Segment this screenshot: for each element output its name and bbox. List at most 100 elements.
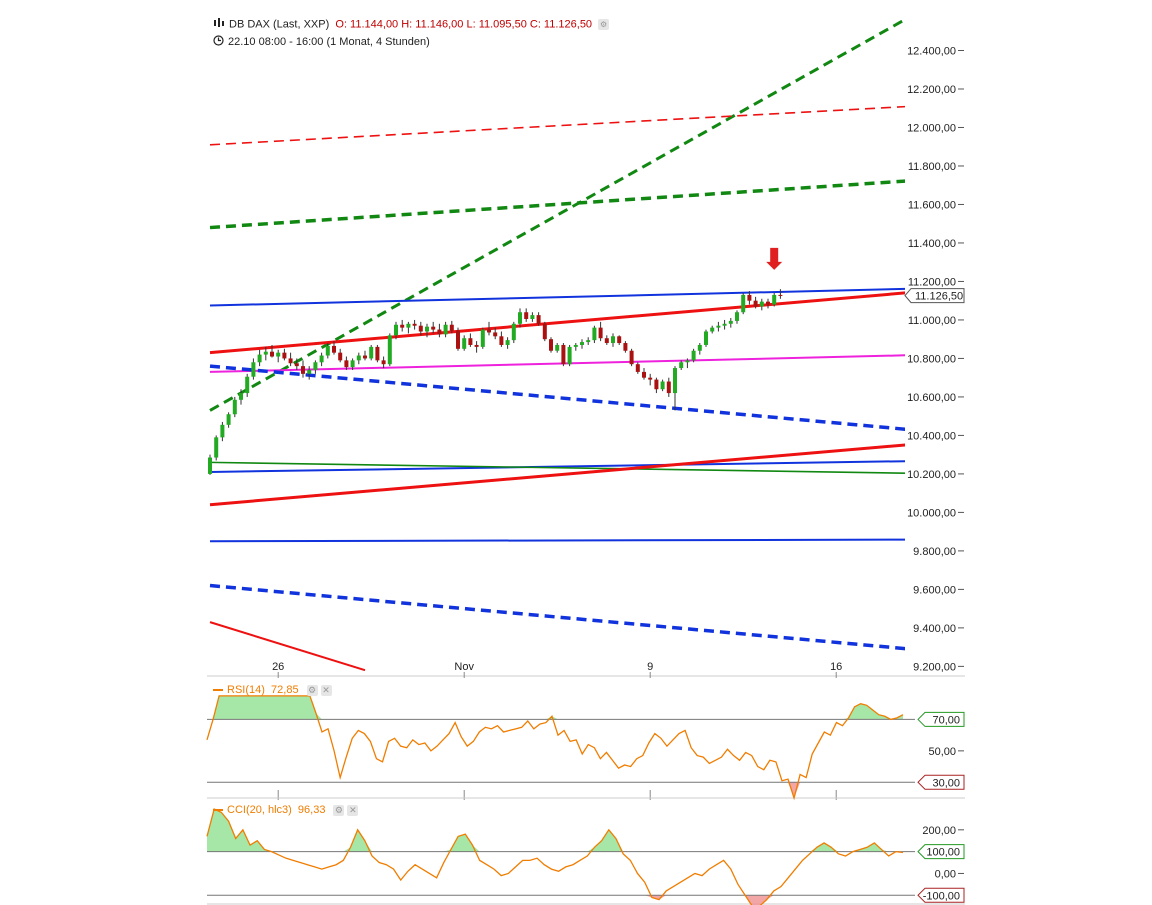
candle-body[interactable] xyxy=(722,323,727,326)
cci-line[interactable] xyxy=(206,808,904,905)
candle-body[interactable] xyxy=(338,352,343,361)
trend-line-8[interactable] xyxy=(209,459,1016,473)
candle-body[interactable] xyxy=(747,294,752,301)
settings-icon[interactable]: ⚙ xyxy=(333,804,345,816)
candle-body[interactable] xyxy=(480,329,485,347)
candle-body[interactable] xyxy=(623,343,628,351)
candle-body[interactable] xyxy=(462,338,467,349)
candle-body[interactable] xyxy=(648,377,653,380)
candle-body[interactable] xyxy=(369,346,374,359)
candle-body[interactable] xyxy=(691,350,696,361)
candle-body[interactable] xyxy=(313,362,318,370)
candle-body[interactable] xyxy=(654,379,659,390)
rsi-panel[interactable]: 70,00 50,00 30,00 xyxy=(206,695,965,801)
candle-body[interactable] xyxy=(617,336,622,344)
close-icon[interactable]: ✕ xyxy=(347,804,359,816)
candle-body[interactable] xyxy=(443,324,448,335)
candle-body[interactable] xyxy=(437,329,442,335)
candle-body[interactable] xyxy=(406,323,411,328)
trend-line-6[interactable] xyxy=(209,353,1016,373)
trend-line-4[interactable] xyxy=(209,286,1016,307)
candle-body[interactable] xyxy=(412,323,417,326)
candle-body[interactable] xyxy=(456,330,460,349)
candle-body[interactable] xyxy=(288,358,293,364)
candle-body[interactable] xyxy=(350,360,355,368)
candle-body[interactable] xyxy=(580,342,584,345)
candle-body[interactable] xyxy=(232,399,237,415)
candle-body[interactable] xyxy=(697,344,702,351)
settings-icon[interactable]: ⚙ xyxy=(306,684,318,696)
trend-line-13[interactable] xyxy=(209,621,366,672)
trend-lines[interactable] xyxy=(209,0,1016,672)
candle-body[interactable] xyxy=(561,344,566,365)
trend-line-10[interactable] xyxy=(209,435,1016,507)
candle-body[interactable] xyxy=(425,326,429,332)
candle-body[interactable] xyxy=(735,312,739,321)
trend-line-11[interactable] xyxy=(209,538,1016,543)
candle-body[interactable] xyxy=(759,301,764,307)
candle-body[interactable] xyxy=(381,360,386,365)
candle-body[interactable] xyxy=(418,325,423,332)
candle-body[interactable] xyxy=(542,323,547,340)
candle-body[interactable] xyxy=(685,360,690,363)
candle-body[interactable] xyxy=(431,326,436,330)
candle-body[interactable] xyxy=(635,364,640,372)
candle-body[interactable] xyxy=(387,335,392,365)
candle-body[interactable] xyxy=(332,345,336,353)
candle-body[interactable] xyxy=(666,381,671,394)
trend-line-5[interactable] xyxy=(209,283,1016,355)
candle-body[interactable] xyxy=(208,457,212,474)
candle-body[interactable] xyxy=(549,339,553,351)
candle-body[interactable] xyxy=(524,312,529,319)
candle-body[interactable] xyxy=(468,338,473,345)
candle-body[interactable] xyxy=(487,329,491,333)
trend-line-12[interactable] xyxy=(209,583,1016,659)
candle-body[interactable] xyxy=(741,294,746,313)
candle-body[interactable] xyxy=(592,327,597,341)
candle-body[interactable] xyxy=(449,324,454,331)
candle-body[interactable] xyxy=(704,331,708,345)
candle-body[interactable] xyxy=(270,351,274,357)
candle-body[interactable] xyxy=(325,345,330,356)
trend-line-7[interactable] xyxy=(209,364,1016,439)
candle-body[interactable] xyxy=(499,336,504,345)
candle-body[interactable] xyxy=(716,325,721,328)
candle-body[interactable] xyxy=(753,300,758,307)
candle-body[interactable] xyxy=(604,338,609,344)
candle-body[interactable] xyxy=(673,368,677,394)
candle-body[interactable] xyxy=(214,437,219,458)
candle-body[interactable] xyxy=(536,315,541,324)
candle-body[interactable] xyxy=(567,346,572,365)
candle-body[interactable] xyxy=(319,355,324,363)
candle-body[interactable] xyxy=(375,346,380,361)
candle-body[interactable] xyxy=(263,351,268,355)
trend-line-2[interactable] xyxy=(209,101,1016,146)
candle-body[interactable] xyxy=(245,376,250,394)
candle-body[interactable] xyxy=(629,350,634,365)
candle-body[interactable] xyxy=(294,363,299,367)
close-icon[interactable]: ✕ xyxy=(320,684,332,696)
candle-body[interactable] xyxy=(505,340,510,345)
trend-line-1[interactable] xyxy=(209,0,966,412)
candle-body[interactable] xyxy=(766,301,770,305)
candle-body[interactable] xyxy=(363,355,367,359)
candle-body[interactable] xyxy=(282,352,287,359)
candle-body[interactable] xyxy=(728,320,733,324)
candle-body[interactable] xyxy=(555,344,560,351)
candle-body[interactable] xyxy=(394,324,398,336)
candle-body[interactable] xyxy=(710,327,715,332)
rsi-line[interactable] xyxy=(206,695,904,801)
candle-body[interactable] xyxy=(307,369,312,374)
candle-body[interactable] xyxy=(573,344,578,347)
candle-body[interactable] xyxy=(257,354,262,363)
trend-line-3[interactable] xyxy=(209,174,1016,230)
candle-body[interactable] xyxy=(679,362,684,369)
candle-body[interactable] xyxy=(220,424,225,438)
candle-body[interactable] xyxy=(226,414,231,425)
candle-body[interactable] xyxy=(518,312,522,324)
candle-body[interactable] xyxy=(511,323,516,341)
candle-body[interactable] xyxy=(474,344,479,347)
candle-body[interactable] xyxy=(530,315,535,319)
candle-body[interactable] xyxy=(772,294,777,305)
